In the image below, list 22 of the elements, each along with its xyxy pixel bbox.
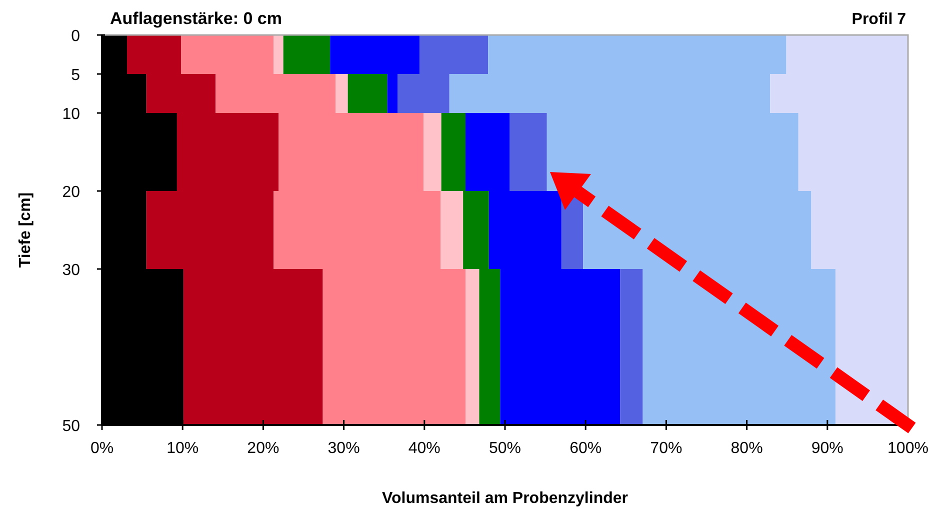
- x-tick-label: 50%: [488, 440, 522, 457]
- x-tick-label: 70%: [650, 440, 682, 457]
- text: Profil 7: [852, 11, 906, 28]
- y-tick-label: 10: [62, 106, 80, 123]
- x-tick-label: 10%: [166, 440, 199, 457]
- x-tick-label: 90%: [811, 440, 844, 457]
- y-tick-label: 30: [62, 262, 80, 279]
- y-axis-title: Tiefe [cm]: [17, 192, 34, 268]
- y-tick-label: 0: [71, 28, 80, 45]
- y-tick-label: 50: [62, 418, 80, 435]
- x-tick-label: 20%: [247, 440, 280, 457]
- bar: [510, 113, 547, 191]
- x-axis-title: Volumsanteil am Probenzylinder: [382, 490, 628, 507]
- x-tick-label: 80%: [730, 440, 763, 457]
- x-tick-label: 60%: [570, 440, 602, 457]
- y-tick-label: 20: [62, 184, 80, 201]
- x-tick-label: 30%: [328, 440, 360, 457]
- chart-title: Auflagenstärke: 0 cm: [110, 9, 282, 28]
- x-tick-label: 0%: [90, 440, 114, 457]
- y-tick-label: 5: [71, 67, 80, 84]
- x-tick-label: 100%: [888, 440, 928, 457]
- x-tick-label: 40%: [408, 440, 440, 457]
